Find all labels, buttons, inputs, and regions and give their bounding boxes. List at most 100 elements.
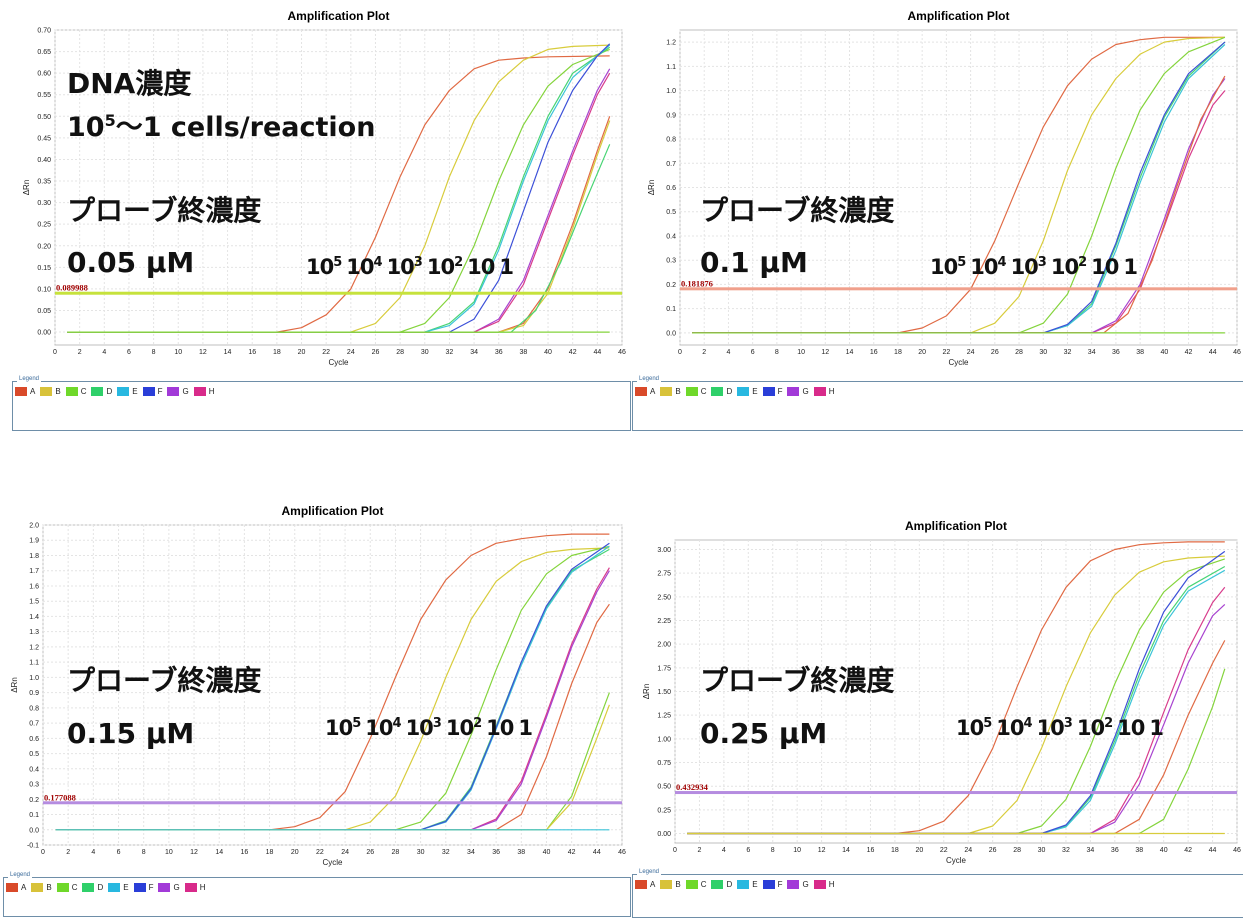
plot-title: Amplification Plot [905,519,1007,533]
series-line-g [687,603,1226,835]
x-tick-label: 20 [298,349,306,356]
x-tick-label: 14 [224,349,232,356]
chart-panel-1: Amplification Plot 0.00 0.05 0.10 0.15 0.20 0.… [0,0,628,375]
y-tick-label: 0.0 [29,827,39,834]
conc-label: 102 [445,716,482,740]
x-tick-label: 20 [915,847,923,854]
legend-box-3: Legend A B C D E F G H [3,872,631,917]
legend-item-f: F [142,387,162,396]
y-tick-label: 0.25 [37,222,51,229]
legend-item-g: G [167,387,189,396]
y-tick-label: 1.0 [666,88,676,95]
x-axis-label: Cycle [948,358,969,367]
x-tick-label: 6 [746,847,750,854]
conc-label: 103 [386,255,423,279]
series-line-f [55,542,610,831]
legend-item-g: G [787,387,809,396]
x-tick-label: 46 [1233,349,1241,356]
y-tick-label: 2.00 [657,642,671,649]
x-tick-label: 36 [492,849,500,856]
x-tick-label: 44 [593,849,601,856]
x-tick-label: 34 [1088,349,1096,356]
legend-label: E [123,883,129,892]
legend-swatch [167,387,180,396]
y-axis-label: ΔRn [10,677,19,693]
conc-label: 103 [1010,255,1047,279]
legend-swatch [813,387,826,396]
legend-item-h: H [193,387,215,396]
amplification-plot-1: Amplification Plot 0.00 0.05 0.10 0.15 0.20 0.… [22,9,626,367]
x-tick-label: 0 [41,849,45,856]
legend-box-4: Legend A B C D E F G H [632,869,1243,918]
legend-swatch [711,880,724,889]
x-tick-label: 24 [967,349,975,356]
dna-concentration-range: 105〜1 cells/reaction [67,111,375,142]
x-tick-label: 32 [1062,847,1070,854]
x-tick-label: 10 [793,847,801,854]
probe-label-1: プローブ終濃度 [67,194,262,227]
x-tick-label: 36 [1112,349,1120,356]
chart-panel-3: Amplification Plot -0.1 0.0 0.1 0.2 0.3 0.4 0.5… [0,500,628,875]
y-axis-label: ΔRn [647,180,656,196]
y-tick-label: 2.75 [657,571,671,578]
legend-label: B [675,387,681,396]
y-tick-label: 0.1 [666,306,676,313]
x-tick-label: 8 [775,349,779,356]
legend-item-g: G [787,880,809,889]
legend-label: B [675,880,681,889]
legend-items: A B C D E F G H [6,883,209,892]
legend-label: G [802,387,809,396]
y-tick-label: 1.9 [29,538,39,545]
x-tick-label: 30 [417,849,425,856]
series-line-f [692,41,1226,334]
legend-title: Legend [17,376,42,382]
y-tick-label: 0.7 [666,161,676,168]
legend-title: Legend [637,869,662,875]
y-tick-label: 0.70 [37,28,51,35]
x-tick-label: 28 [392,849,400,856]
y-tick-label: 0.50 [37,114,51,121]
y-tick-label: 0.45 [37,135,51,142]
series-line-b [67,44,610,333]
legend-item-c: C [56,883,77,892]
x-tick-label: 16 [870,349,878,356]
conc-labels-2: 105 104 103 102 10 1 [930,255,1142,279]
legend-swatch [91,387,104,396]
series-line-d [67,46,611,333]
y-tick-label: 0.4 [666,233,676,240]
y-tick-label: 0.9 [29,690,39,697]
legend-swatch [117,387,130,396]
x-tick-label: 14 [842,847,850,854]
legend-item-b: B [31,883,52,892]
x-tick-label: 38 [517,849,525,856]
conc-label: 10 [467,255,495,279]
x-tick-label: 46 [1233,847,1241,854]
probe-label-2: プローブ終濃度 [700,194,895,227]
x-tick-label: 2 [697,847,701,854]
x-tick-label: 42 [568,849,576,856]
x-tick-label: 42 [1185,349,1193,356]
conc-label: 105 [930,255,966,279]
x-tick-label: 26 [372,349,380,356]
probe-conc-3: 0.15 μM [67,717,195,750]
legend-label: E [752,387,758,396]
legend-item-c: C [65,387,86,396]
y-axis-label: ΔRn [22,180,31,196]
legend-label: G [182,387,189,396]
x-tick-label: 30 [1038,847,1046,854]
x-tick-label: 14 [215,849,223,856]
threshold-line [675,791,1237,795]
x-tick-label: 2 [702,349,706,356]
y-tick-label: 1.25 [657,713,671,720]
legend-item-d: D [711,387,732,396]
threshold-label: 0.432934 [676,782,709,792]
dna-range-sup: 5 [104,111,116,130]
y-tick-label: 0.8 [29,705,39,712]
legend-swatch [685,880,698,889]
x-tick-label: 6 [117,849,121,856]
legend-item-d: D [711,880,732,889]
x-tick-label: 46 [618,349,626,356]
x-tick-label: 32 [446,349,454,356]
legend-label: H [208,387,215,396]
y-axis-label: ΔRn [642,684,651,700]
